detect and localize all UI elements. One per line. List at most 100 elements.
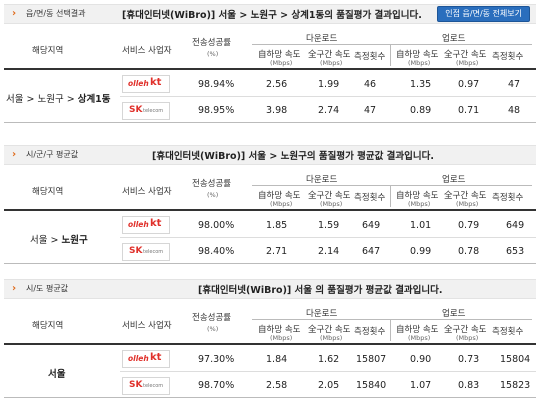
sk-telecom-logo: SK telecom [122,377,170,395]
result-headline: [휴대인터넷(WiBro)] 서울 > 노원구 > 상계1동의 품질평가 결과입… [122,10,422,21]
ul-self-speed: 1.35 [410,79,432,90]
ul-whole-speed: 0.79 [458,220,480,231]
region-name: 노원구 [61,235,88,246]
logo-word: olleh [128,79,149,88]
result-headline: [휴대인터넷(WiBro)] 서울 의 품질평가 평균값 결과입니다. [198,285,443,296]
dl-count: 15840 [356,380,387,391]
header-divider [390,319,391,341]
header-divider [390,185,391,207]
olleh-kt-logo: olleh kt [122,75,170,93]
header-upload: 업로드 [442,309,466,319]
header-ul-self-speed: 自하망 속도 [396,325,439,335]
header-dl-self-speed: 自하망 속도 [258,50,301,60]
section-bar: › 시/군/구 평균값 [휴대인터넷(WiBro)] 서울 > 노원구의 품질평… [4,145,536,165]
header-success-rate: 전송성공률 [192,313,232,323]
header-ul-whole-unit: (Mbps) [456,59,479,67]
header-download: 다운로드 [306,34,338,44]
header-success-rate: 전송성공률 [192,38,232,48]
header-upload: 업로드 [442,34,466,44]
ul-count: 47 [508,79,521,90]
ul-count: 653 [506,246,525,257]
success-rate: 98.95% [198,105,235,116]
table-header: 해당지역 서비스 사업자 전송성공률 (%) 다운로드 업로드 自하망 속도 (… [4,30,536,70]
dl-count: 649 [362,220,381,231]
region-cell: 서울 > 노원구 [30,232,88,246]
header-ul-count: 측정횟수 [492,193,524,203]
chevron-right-icon: › [12,149,17,160]
section-title: 시/도 평균값 [26,284,69,293]
row-divider [120,371,536,372]
region-path: 서울 > 노원구 > [6,94,78,105]
dl-self-speed: 1.85 [266,220,288,231]
header-divider [390,44,391,66]
success-rate: 98.70% [198,380,235,391]
logo-word: kt [150,218,162,229]
header-success-unit: (%) [207,191,219,199]
dl-whole-speed: 1.59 [318,220,340,231]
header-dl-self-unit: (Mbps) [270,200,293,208]
show-adjacent-dong-button[interactable]: 인접 읍/면/동 전체보기 [437,6,530,22]
header-dl-whole-unit: (Mbps) [320,59,343,67]
section-bar: › 시/도 평균값 [휴대인터넷(WiBro)] 서울 의 품질평가 평균값 결… [4,279,536,299]
header-ul-self-unit: (Mbps) [408,334,431,342]
header-dl-whole-unit: (Mbps) [320,334,343,342]
ul-whole-speed: 0.71 [458,105,480,116]
dl-whole-speed: 2.05 [318,380,340,391]
dl-count: 47 [364,105,377,116]
table-body: 서울 olleh kt 97.30% 1.84 1.62 15807 0.90 0… [4,345,536,398]
row-divider [120,237,536,238]
region-cell: 서울 > 노원구 > 상계1동 [6,91,111,105]
header-divider [252,319,532,320]
header-success-unit: (%) [207,325,219,333]
header-dl-self-unit: (Mbps) [270,59,293,67]
ul-count: 649 [506,220,525,231]
header-dl-self-speed: 自하망 속도 [258,191,301,201]
ul-count: 48 [508,105,521,116]
dl-count: 46 [364,79,377,90]
dl-whole-speed: 1.99 [318,79,340,90]
header-dl-count: 측정횟수 [354,193,386,203]
ul-whole-speed: 0.83 [458,380,480,391]
table-header: 해당지역 서비스 사업자 전송성공률 (%) 다운로드 업로드 自하망 속도 (… [4,171,536,211]
logo-word: telecom [143,108,164,114]
header-dl-whole-speed: 全구간 속도 [308,50,351,60]
section-title: 읍/면/동 선택결과 [26,9,86,18]
olleh-kt-logo: olleh kt [122,350,170,368]
ul-self-speed: 1.07 [410,380,432,391]
region-name: 서울 [48,369,66,380]
ul-self-speed: 0.90 [410,354,432,365]
header-dl-self-speed: 自하망 속도 [258,325,301,335]
table-body: 서울 > 노원구 olleh kt 98.00% 1.85 1.59 649 1.… [4,211,536,264]
ul-self-speed: 0.99 [410,246,432,257]
dl-whole-speed: 2.14 [318,246,340,257]
region-name: 상계1동 [77,94,111,105]
header-provider: 서비스 사업자 [122,187,172,197]
logo-word: SK [129,105,143,115]
dl-whole-speed: 1.62 [318,354,340,365]
header-region: 해당지역 [32,46,64,56]
header-dl-self-unit: (Mbps) [270,334,293,342]
success-rate: 98.94% [198,79,235,90]
sk-telecom-logo: SK telecom [122,102,170,120]
row-divider [120,96,536,97]
header-dl-count: 측정횟수 [354,327,386,337]
success-rate: 98.40% [198,246,235,257]
dl-self-speed: 2.56 [266,79,288,90]
header-upload: 업로드 [442,175,466,185]
header-dl-whole-unit: (Mbps) [320,200,343,208]
header-ul-self-unit: (Mbps) [408,200,431,208]
header-ul-whole-speed: 全구간 속도 [444,191,487,201]
header-ul-count: 측정횟수 [492,52,524,62]
chevron-right-icon: › [12,283,17,294]
header-provider: 서비스 사업자 [122,321,172,331]
header-ul-whole-speed: 全구간 속도 [444,325,487,335]
logo-word: telecom [143,249,164,255]
header-region: 해당지역 [32,321,64,331]
header-ul-self-speed: 自하망 속도 [396,50,439,60]
ul-whole-speed: 0.97 [458,79,480,90]
ul-count: 15823 [500,380,531,391]
logo-word: SK [129,380,143,390]
ul-count: 15804 [500,354,531,365]
chevron-right-icon: › [12,8,17,19]
logo-word: SK [129,246,143,256]
